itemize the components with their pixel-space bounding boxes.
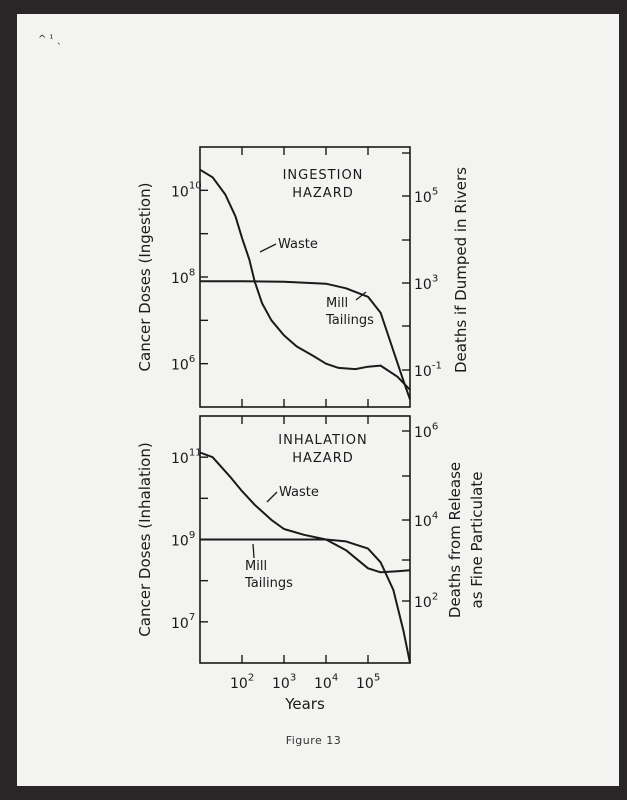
y-axis-label: Cancer Doses (Inhalation) [136, 442, 154, 636]
series-line-waste [199, 451, 411, 574]
y-tick-label-text: 109 [171, 530, 195, 550]
y-tick-label: 1010 [171, 181, 202, 201]
y-tick-label: 1011 [171, 447, 202, 467]
y-right-tick-label: 105 [414, 186, 438, 206]
annotation-tailings: Tailings [325, 313, 374, 328]
x-tick-label: 105 [356, 672, 380, 692]
series-line-mill-tailings [200, 280, 411, 400]
y-tick-label: 106 [171, 354, 195, 374]
x-tick-label-text: 104 [314, 672, 338, 692]
y-tick-label: 107 [171, 612, 195, 632]
annotation-mill-leader [355, 291, 367, 301]
y-right-tick-label-text: 103 [414, 273, 438, 293]
y-tick-label-text: 106 [171, 354, 195, 374]
y-right-tick-label: 103 [414, 273, 438, 293]
y-right-tick-label: 106 [414, 421, 438, 441]
y-tick-label-text: 1010 [171, 181, 202, 201]
y-right-axis-label: Deaths if Dumped in Rivers [452, 167, 470, 373]
y-right-axis-label-line-2: as Fine Particulate [468, 472, 486, 609]
x-tick-label: 102 [230, 672, 254, 692]
annotation-tailings: Tailings [244, 576, 293, 591]
plot-title-line-2: HAZARD [292, 186, 354, 201]
y-right-axis-label-line-1: Deaths from Release [446, 462, 464, 618]
y-tick-label-text: 108 [171, 267, 195, 287]
corner-mark: ^ ¹ ˎ [38, 34, 62, 45]
y-tick-label: 108 [171, 267, 195, 287]
y-right-tick-label-text: 104 [414, 510, 438, 530]
x-tick-label: 103 [272, 672, 296, 692]
plot-title-line-1: INGESTION [283, 168, 364, 183]
annotation-mill-leader [252, 543, 255, 559]
y-axis-label: Cancer Doses (Ingestion) [136, 183, 154, 372]
annotation-waste-leader [259, 243, 277, 253]
x-tick-label-text: 103 [272, 672, 296, 692]
annotation-mill: Mill [326, 296, 348, 311]
annotation-waste: Waste [278, 237, 318, 252]
y-tick-label: 109 [171, 530, 195, 550]
plot-title-line-1: INHALATION [278, 433, 367, 448]
series-line-mill-tailings [200, 538, 411, 664]
y-right-tick-label: 104 [414, 510, 438, 530]
annotation-waste-leader [266, 491, 278, 503]
figure-caption: Figure 13 [285, 734, 342, 747]
y-tick-label-text: 1011 [171, 447, 202, 467]
plot-title-line-2: HAZARD [292, 451, 354, 466]
y-right-tick-label-text: 102 [414, 591, 438, 611]
y-right-tick-label: 102 [414, 591, 438, 611]
y-tick-label-text: 107 [171, 612, 195, 632]
x-tick-label-text: 102 [230, 672, 254, 692]
y-right-tick-label: 10-1 [414, 360, 442, 380]
paper-page [17, 14, 619, 786]
y-right-tick-label-text: 10-1 [414, 360, 442, 380]
annotation-waste: Waste [279, 485, 319, 500]
y-right-tick-label-text: 106 [414, 421, 438, 441]
y-right-tick-label-text: 105 [414, 186, 438, 206]
annotation-mill: Mill [245, 559, 267, 574]
x-tick-label: 104 [314, 672, 338, 692]
x-tick-label-text: 105 [356, 672, 380, 692]
x-axis-label: Years [284, 695, 325, 713]
series-line-waste [199, 168, 411, 391]
